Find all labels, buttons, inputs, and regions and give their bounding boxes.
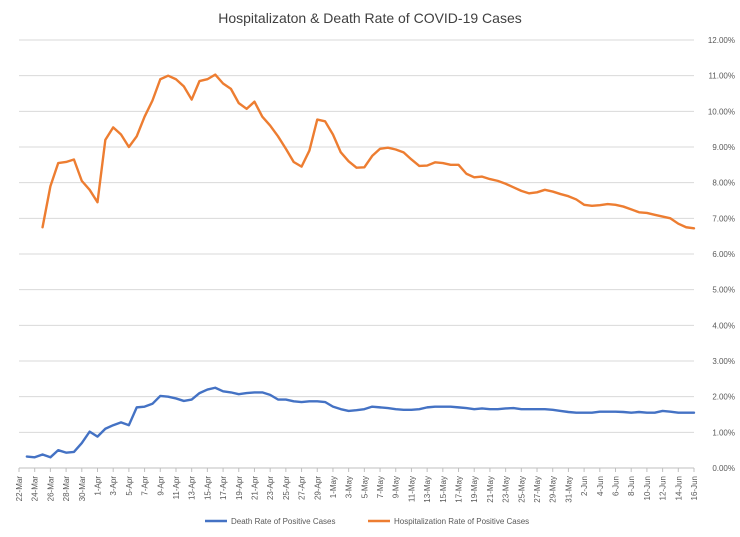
x-tick-label: 25-Apr bbox=[282, 476, 291, 500]
legend-label: Hospitalization Rate of Positive Cases bbox=[394, 517, 529, 526]
x-tick-label: 5-May bbox=[360, 476, 369, 498]
x-tick-label: 2-Jun bbox=[580, 476, 589, 496]
x-tick-label: 31-May bbox=[564, 476, 573, 503]
x-tick-label: 13-May bbox=[423, 476, 432, 503]
y-tick-label: 7.00% bbox=[712, 214, 735, 223]
x-tick-label: 9-Apr bbox=[156, 476, 165, 496]
x-axis-ticks: 22-Mar 24-Mar 26-Mar 28-Mar 30-Mar 1-Apr 3-Apr… bbox=[15, 468, 699, 503]
y-tick-label: 12.00% bbox=[708, 36, 735, 45]
x-tick-label: 25-May bbox=[517, 476, 526, 503]
x-tick-label: 24-Mar bbox=[31, 476, 40, 502]
x-tick-label: 30-Mar bbox=[78, 476, 87, 502]
x-tick-label: 19-Apr bbox=[235, 476, 244, 500]
x-tick-label: 29-May bbox=[549, 476, 558, 503]
gridlines bbox=[19, 39, 694, 469]
x-tick-label: 1-Apr bbox=[93, 476, 102, 496]
legend-label: Death Rate of Positive Cases bbox=[231, 517, 336, 526]
x-tick-label: 21-Apr bbox=[250, 476, 259, 500]
x-tick-label: 29-Apr bbox=[313, 476, 322, 500]
x-tick-label: 9-May bbox=[392, 476, 401, 498]
x-tick-label: 11-Apr bbox=[172, 476, 181, 500]
x-tick-label: 17-Apr bbox=[219, 476, 228, 500]
x-tick-label: 27-May bbox=[533, 476, 542, 503]
hospitalization-rate-line bbox=[41, 73, 696, 230]
x-tick-label: 15-Apr bbox=[203, 476, 212, 500]
y-tick-label: 10.00% bbox=[708, 107, 735, 116]
x-tick-label: 5-Apr bbox=[125, 476, 134, 496]
x-tick-label: 22-Mar bbox=[15, 476, 24, 502]
y-tick-label: 0.00% bbox=[712, 464, 735, 473]
x-tick-label: 12-Jun bbox=[659, 476, 668, 500]
x-tick-label: 27-Apr bbox=[298, 476, 307, 500]
x-tick-label: 7-Apr bbox=[141, 476, 150, 496]
legend: Death Rate of Positive Cases Hospitalizat… bbox=[205, 517, 529, 526]
chart-title: Hospitalizaton & Death Rate of COVID-19 … bbox=[218, 10, 522, 26]
x-tick-label: 8-Jun bbox=[627, 476, 636, 496]
x-tick-label: 3-May bbox=[345, 476, 354, 498]
y-tick-label: 3.00% bbox=[712, 357, 735, 366]
x-tick-label: 23-Apr bbox=[266, 476, 275, 500]
series-lines bbox=[25, 73, 696, 459]
x-tick-label: 17-May bbox=[455, 476, 464, 503]
x-tick-label: 23-May bbox=[502, 476, 511, 503]
x-tick-label: 1-May bbox=[329, 476, 338, 498]
y-axis-ticks: 0.00% 1.00% 2.00% 3.00% 4.00% 5.00% 6.00% 7.00%… bbox=[708, 36, 735, 473]
y-tick-label: 6.00% bbox=[712, 250, 735, 259]
y-tick-label: 2.00% bbox=[712, 393, 735, 402]
x-tick-label: 16-Jun bbox=[690, 476, 699, 500]
x-tick-label: 6-Jun bbox=[612, 476, 621, 496]
x-tick-label: 7-May bbox=[376, 476, 385, 498]
y-tick-label: 1.00% bbox=[712, 428, 735, 437]
x-tick-label: 15-May bbox=[439, 476, 448, 503]
y-tick-label: 4.00% bbox=[712, 321, 735, 330]
x-tick-label: 14-Jun bbox=[674, 476, 683, 500]
y-tick-label: 9.00% bbox=[712, 143, 735, 152]
x-tick-label: 4-Jun bbox=[596, 476, 605, 496]
y-tick-label: 11.00% bbox=[708, 72, 735, 81]
x-tick-label: 26-Mar bbox=[46, 476, 55, 502]
x-tick-label: 28-Mar bbox=[62, 476, 71, 502]
x-tick-label: 10-Jun bbox=[643, 476, 652, 500]
x-tick-label: 13-Apr bbox=[188, 476, 197, 500]
death-rate-line bbox=[25, 386, 696, 459]
x-tick-label: 3-Apr bbox=[109, 476, 118, 496]
x-tick-label: 21-May bbox=[486, 476, 495, 503]
y-tick-label: 5.00% bbox=[712, 286, 735, 295]
x-tick-label: 19-May bbox=[470, 476, 479, 503]
y-tick-label: 8.00% bbox=[712, 179, 735, 188]
x-tick-label: 11-May bbox=[407, 476, 416, 502]
